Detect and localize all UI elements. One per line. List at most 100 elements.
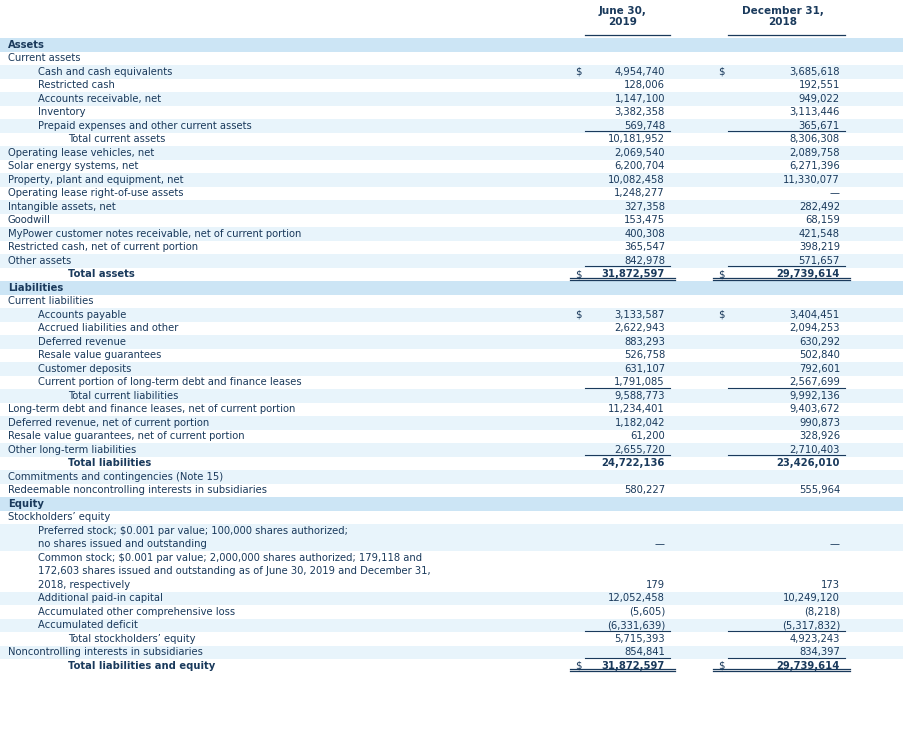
Text: 2,069,540: 2,069,540 [614,148,665,158]
Text: 3,382,358: 3,382,358 [614,107,665,118]
Text: 555,964: 555,964 [798,485,839,495]
Text: no shares issued and outstanding: no shares issued and outstanding [38,539,207,549]
Text: 179: 179 [645,580,665,589]
Text: Current portion of long-term debt and finance leases: Current portion of long-term debt and fi… [38,377,302,387]
Text: Additional paid-in capital: Additional paid-in capital [38,593,163,603]
Bar [0,335,903,348]
Text: 421,548: 421,548 [798,228,839,239]
Bar [0,213,903,227]
Text: Restricted cash, net of current portion: Restricted cash, net of current portion [8,242,198,252]
Text: Total current assets: Total current assets [68,134,165,145]
Bar [0,267,903,281]
Text: 834,397: 834,397 [798,647,839,658]
Text: 3,404,451: 3,404,451 [789,310,839,320]
Text: Goodwill: Goodwill [8,215,51,225]
Text: $: $ [717,269,723,279]
Text: 400,308: 400,308 [624,228,665,239]
Text: (5,317,832): (5,317,832) [781,620,839,630]
Text: December 31,: December 31, [741,6,823,16]
Bar [0,402,903,416]
Text: Solar energy systems, net: Solar energy systems, net [8,161,138,172]
Text: 282,492: 282,492 [798,201,839,212]
Text: 5,715,393: 5,715,393 [614,634,665,643]
Text: 842,978: 842,978 [623,255,665,266]
Text: Assets: Assets [8,40,45,49]
Text: 128,006: 128,006 [623,80,665,90]
Text: 9,588,773: 9,588,773 [614,391,665,401]
Text: 31,872,597: 31,872,597 [601,269,665,279]
Text: Operating lease right-of-use assets: Operating lease right-of-use assets [8,188,183,198]
Text: 631,107: 631,107 [623,364,665,374]
Bar [0,416,903,429]
Bar [0,659,903,673]
Bar [0,321,903,335]
Bar [0,0,903,38]
Text: Resale value guarantees, net of current portion: Resale value guarantees, net of current … [8,431,245,441]
Text: Restricted cash: Restricted cash [38,80,115,90]
Text: 173: 173 [820,580,839,589]
Text: 854,841: 854,841 [623,647,665,658]
Text: 569,748: 569,748 [623,121,665,131]
Text: Accrued liabilities and other: Accrued liabilities and other [38,324,178,333]
Text: 11,330,077: 11,330,077 [782,175,839,185]
Text: 12,052,458: 12,052,458 [608,593,665,603]
Text: 10,181,952: 10,181,952 [608,134,665,145]
Bar [0,429,903,443]
Text: 2,710,403: 2,710,403 [788,445,839,455]
Text: —: — [829,539,839,549]
Text: Commitments and contingencies (Note 15): Commitments and contingencies (Note 15) [8,472,223,482]
Text: 630,292: 630,292 [798,337,839,347]
Text: Common stock; $0.001 par value; 2,000,000 shares authorized; 179,118 and: Common stock; $0.001 par value; 2,000,00… [38,553,422,562]
Text: June 30,: June 30, [599,6,647,16]
Text: 4,954,740: 4,954,740 [614,67,665,76]
Bar [0,160,903,173]
Text: 327,358: 327,358 [623,201,665,212]
Text: 9,992,136: 9,992,136 [788,391,839,401]
Text: (8,218): (8,218) [803,607,839,616]
Text: Total stockholders’ equity: Total stockholders’ equity [68,634,195,643]
Text: —: — [655,539,665,549]
Bar [0,646,903,659]
Text: Other assets: Other assets [8,255,71,266]
Text: 2,094,253: 2,094,253 [788,324,839,333]
Text: Current assets: Current assets [8,53,80,63]
Text: 502,840: 502,840 [798,351,839,360]
Text: Inventory: Inventory [38,107,86,118]
Text: Deferred revenue, net of current portion: Deferred revenue, net of current portion [8,418,209,428]
Bar [0,119,903,133]
Text: 949,022: 949,022 [798,94,839,104]
Text: Operating lease vehicles, net: Operating lease vehicles, net [8,148,154,158]
Text: 2018: 2018 [768,17,796,27]
Bar [0,389,903,402]
Text: 10,249,120: 10,249,120 [782,593,839,603]
Text: Prepaid expenses and other current assets: Prepaid expenses and other current asset… [38,121,251,131]
Text: 6,271,396: 6,271,396 [788,161,839,172]
Bar [0,511,903,524]
Text: Noncontrolling interests in subsidiaries: Noncontrolling interests in subsidiaries [8,647,202,658]
Bar [0,240,903,254]
Text: Stockholders’ equity: Stockholders’ equity [8,512,110,522]
Bar [0,227,903,240]
Text: Redeemable noncontrolling interests in subsidiaries: Redeemable noncontrolling interests in s… [8,485,266,495]
Text: 2,089,758: 2,089,758 [788,148,839,158]
Text: Preferred stock; $0.001 par value; 100,000 shares authorized;: Preferred stock; $0.001 par value; 100,0… [38,526,348,536]
Text: Long-term debt and finance leases, net of current portion: Long-term debt and finance leases, net o… [8,404,295,414]
Bar [0,605,903,619]
Bar [0,79,903,92]
Bar [0,38,903,52]
Text: $: $ [574,269,581,279]
Text: 365,547: 365,547 [623,242,665,252]
Text: 2,567,699: 2,567,699 [788,377,839,387]
Text: 31,872,597: 31,872,597 [601,661,665,671]
Text: Accumulated other comprehensive loss: Accumulated other comprehensive loss [38,607,235,616]
Text: Accumulated deficit: Accumulated deficit [38,620,138,630]
Text: 61,200: 61,200 [629,431,665,441]
Text: 792,601: 792,601 [798,364,839,374]
Text: 580,227: 580,227 [623,485,665,495]
Text: 68,159: 68,159 [805,215,839,225]
Bar [0,348,903,362]
Bar [0,375,903,389]
Bar [0,497,903,511]
Text: 8,306,308: 8,306,308 [789,134,839,145]
Text: 328,926: 328,926 [798,431,839,441]
